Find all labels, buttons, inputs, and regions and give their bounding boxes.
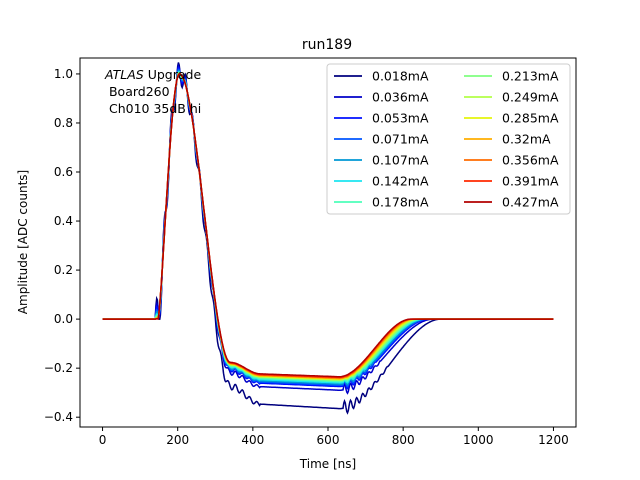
chart-title: run189 [302, 37, 352, 53]
annotation-board: Board260 [105, 84, 170, 99]
x-tick-label: 1200 [538, 433, 569, 447]
legend-label: 0.213mA [502, 69, 559, 84]
y-tick-label: 1.0 [54, 67, 73, 81]
x-tick-label: 0 [99, 433, 107, 447]
y-tick-label: 0.4 [54, 214, 73, 228]
legend-label: 0.053mA [372, 111, 429, 126]
legend-label: 0.036mA [372, 90, 429, 105]
legend-label: 0.178mA [372, 195, 429, 210]
svg-text:ATLAS Upgrade: ATLAS Upgrade [104, 67, 201, 82]
x-tick-label: 200 [166, 433, 189, 447]
legend-label: 0.018mA [372, 69, 429, 84]
legend-frame [326, 63, 571, 215]
legend-label: 0.356mA [502, 153, 559, 168]
annotation-upgrade: Upgrade [144, 67, 202, 82]
x-tick-label: 400 [241, 433, 264, 447]
series-line [102, 73, 554, 378]
legend-label: 0.142mA [372, 174, 429, 189]
legend-label: 0.249mA [502, 90, 559, 105]
x-tick-label: 600 [317, 433, 340, 447]
y-tick-label: 0.8 [54, 116, 73, 130]
legend-label: 0.32mA [502, 132, 551, 147]
y-tick-label: −0.2 [44, 361, 73, 375]
legend-label: 0.285mA [502, 111, 559, 126]
annotation-atlas-italic: ATLAS [104, 67, 144, 82]
x-tick-label: 1000 [463, 433, 494, 447]
y-axis-label: Amplitude [ADC counts] [16, 170, 30, 314]
x-axis: 0 200 400 600 800 1000 1200 [99, 427, 569, 447]
y-tick-label: 0.6 [54, 165, 73, 179]
atlas-annotation: ATLAS Upgrade Board260 Ch010 35dB hi [104, 67, 201, 116]
legend-label: 0.071mA [372, 132, 429, 147]
y-tick-label: 0.0 [54, 312, 73, 326]
legend-label: 0.107mA [372, 153, 429, 168]
y-tick-label: −0.4 [44, 410, 73, 424]
annotation-channel: Ch010 35dB hi [105, 101, 201, 116]
plot-lines [102, 62, 554, 415]
legend: 0.018mA 0.036mA 0.053mA 0.071mA 0.107mA 0.142… [326, 63, 571, 215]
x-axis-label: Time [ns] [299, 457, 356, 471]
legend-label: 0.427mA [502, 195, 559, 210]
x-tick-label: 800 [392, 433, 415, 447]
y-axis: −0.4 −0.2 0.0 0.2 0.4 0.6 0.8 1.0 [44, 67, 80, 424]
legend-label: 0.391mA [502, 174, 559, 189]
y-tick-label: 0.2 [54, 263, 73, 277]
